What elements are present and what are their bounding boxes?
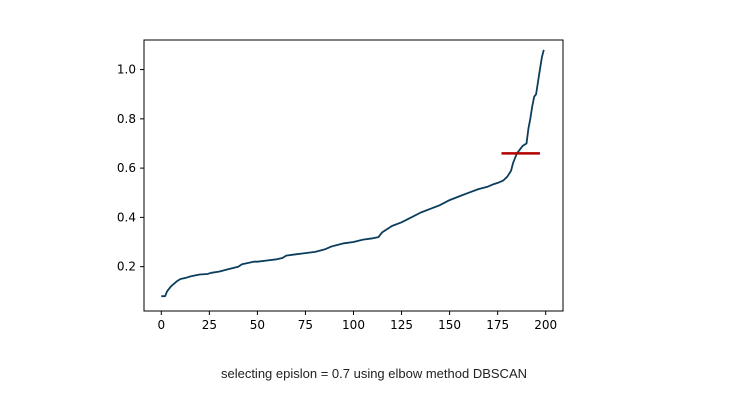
x-tick-label: 100: [342, 318, 365, 332]
x-tick-label: 0: [157, 318, 165, 332]
x-tick-label: 175: [486, 318, 509, 332]
ticks-layer: 0 25 50 75 100 125 150 175 200 0.2 0.4 0.6 0.8 1.0: [117, 63, 557, 332]
x-tick-label: 25: [202, 318, 217, 332]
chart-caption: selecting epislon = 0.7 using elbow meth…: [220, 366, 528, 381]
x-tick-label: 150: [438, 318, 461, 332]
x-tick-label: 125: [390, 318, 413, 332]
x-tick-label: 50: [250, 318, 265, 332]
x-tick-label: 75: [298, 318, 313, 332]
y-tick-label: 0.6: [117, 161, 136, 175]
kdistance-line: [161, 49, 545, 298]
x-tick-label: 200: [534, 318, 557, 332]
y-tick-label: 0.4: [117, 210, 136, 224]
plot-area-frame: [143, 39, 564, 312]
y-tick-label: 1.0: [117, 63, 136, 77]
y-tick-label: 0.8: [117, 112, 136, 126]
y-tick-label: 0.2: [117, 260, 136, 274]
